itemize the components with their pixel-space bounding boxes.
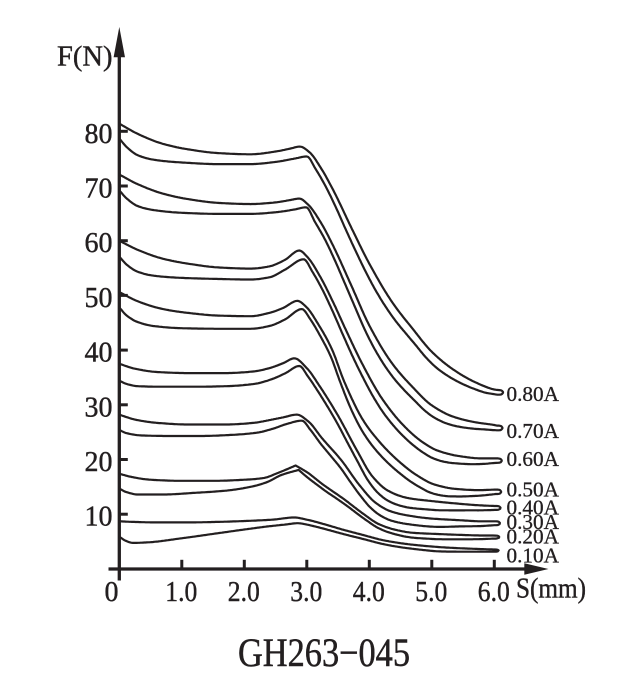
svg-text:2.0: 2.0 (228, 577, 260, 608)
svg-text:0.70A: 0.70A (507, 419, 560, 443)
svg-text:30: 30 (85, 392, 113, 423)
svg-text:20: 20 (85, 447, 113, 478)
svg-text:10: 10 (85, 502, 113, 533)
svg-text:0.80A: 0.80A (507, 382, 560, 406)
svg-text:1.0: 1.0 (165, 577, 197, 608)
svg-text:70: 70 (85, 174, 113, 205)
svg-text:80: 80 (85, 119, 113, 150)
svg-text:6.0: 6.0 (478, 577, 510, 608)
svg-text:0.10A: 0.10A (507, 544, 560, 568)
svg-text:50: 50 (85, 283, 113, 314)
svg-text:0.60A: 0.60A (507, 447, 560, 471)
svg-text:5.0: 5.0 (415, 577, 447, 608)
svg-text:40: 40 (85, 338, 113, 369)
svg-text:GH263−045: GH263−045 (238, 630, 410, 675)
svg-text:60: 60 (85, 228, 113, 259)
svg-text:0.50A: 0.50A (507, 477, 560, 501)
svg-text:4.0: 4.0 (353, 577, 385, 608)
svg-text:0.20A: 0.20A (507, 524, 560, 548)
svg-text:0.40A: 0.40A (507, 496, 560, 520)
svg-text:S(mm): S(mm) (516, 574, 586, 605)
svg-text:F(N): F(N) (57, 42, 113, 73)
svg-text:3.0: 3.0 (290, 577, 322, 608)
svg-text:0: 0 (105, 577, 119, 608)
svg-text:0.30A: 0.30A (507, 510, 560, 534)
